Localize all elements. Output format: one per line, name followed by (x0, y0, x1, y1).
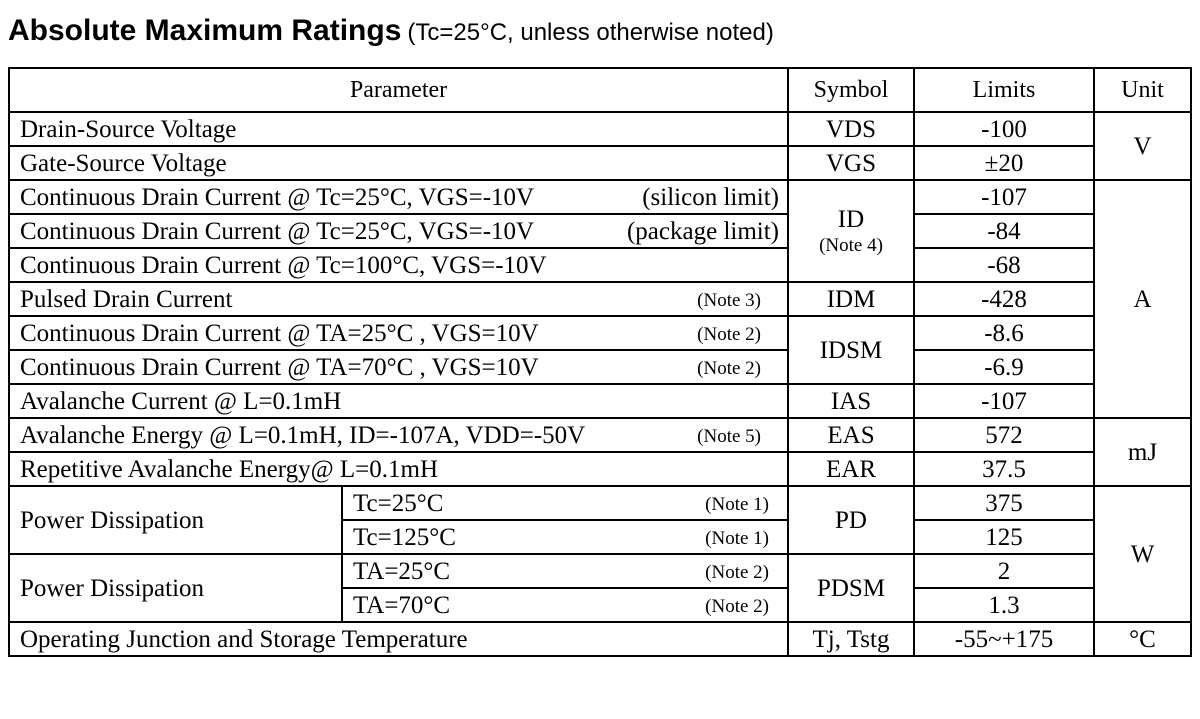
note-label: (Note 5) (697, 425, 761, 447)
limit-cell: 125 (913, 519, 1095, 555)
limit-cell: ±20 (913, 145, 1095, 181)
note-label: (Note 2) (697, 323, 761, 345)
condition-text: Tc=125°C (353, 523, 456, 551)
table-row: Avalanche Current @ L=0.1mH IAS -107 (8, 383, 1191, 419)
parameter-cell: Continuous Drain Current @ TA=70°C , VGS… (8, 349, 789, 385)
header-unit: Unit (1093, 67, 1192, 113)
condition-text: Tc=25°C (353, 489, 444, 517)
parameter-cell: Gate-Source Voltage (8, 145, 789, 181)
unit-cell: W (1093, 485, 1192, 623)
note-label: (Note 1) (705, 493, 769, 515)
unit-cell: mJ (1093, 417, 1192, 487)
limit-cell: 572 (913, 417, 1095, 453)
parameter-cell: Continuous Drain Current @ Tc=100°C, VGS… (8, 247, 789, 283)
parameter-cell: Power Dissipation (8, 485, 343, 555)
ratings-table: Parameter Symbol Limits Unit Drain-Sourc… (8, 67, 1192, 657)
symbol-note: (Note 4) (819, 235, 883, 256)
symbol-cell: VDS (787, 111, 915, 147)
table-row: TA=70°C (Note 2) 1.3 (9, 587, 1191, 623)
symbol-text: ID (837, 206, 865, 233)
note-label: (Note 2) (705, 595, 769, 617)
parameter-text: Avalanche Energy @ L=0.1mH, ID=-107A, VD… (20, 421, 586, 449)
parameter-text: Continuous Drain Current @ TA=70°C , VGS… (20, 353, 539, 381)
unit-cell: °C (1093, 621, 1192, 657)
table-row: Drain-Source Voltage VDS -100 V (8, 111, 1192, 181)
symbol-cell: ID (Note 4) (787, 179, 915, 283)
table-row: Gate-Source Voltage VGS ±20 (8, 145, 1191, 181)
limit-cell: 375 (913, 485, 1095, 521)
limit-cell: -6.9 (913, 349, 1095, 385)
condition-cell: TA=70°C (Note 2) (341, 587, 789, 623)
symbol-cell: IDM (787, 281, 915, 317)
parameter-qualifier: (silicon limit) (642, 183, 779, 211)
parameter-text: Continuous Drain Current @ Tc=25°C, VGS=… (20, 183, 535, 211)
symbol-cell: EAS (787, 417, 915, 453)
parameter-cell: Avalanche Energy @ L=0.1mH, ID=-107A, VD… (8, 417, 789, 453)
parameter-text: Continuous Drain Current @ TA=25°C , VGS… (20, 319, 539, 347)
title-main: Absolute Maximum Ratings (8, 14, 402, 47)
note-label: (Note 1) (705, 527, 769, 549)
symbol-cell: Tj, Tstg (787, 621, 915, 657)
limit-cell: -100 (913, 111, 1095, 147)
limit-cell: -8.6 (913, 315, 1095, 351)
parameter-text: Pulsed Drain Current (20, 285, 233, 313)
unit-cell: V (1093, 111, 1192, 181)
parameter-cell: Drain-Source Voltage (8, 111, 789, 147)
table-row: Power Dissipation TA=25°C (Note 2) PDSM … (8, 553, 1191, 623)
table-row: Repetitive Avalanche Energy@ L=0.1mH EAR… (8, 451, 1191, 487)
condition-cell: Tc=125°C (Note 1) (341, 519, 789, 555)
limit-cell: -84 (913, 213, 1095, 249)
symbol-cell: VGS (787, 145, 915, 181)
parameter-cell: Avalanche Current @ L=0.1mH (8, 383, 789, 419)
header-parameter: Parameter (8, 67, 789, 113)
limit-cell: 2 (913, 553, 1095, 589)
page-title: Absolute Maximum Ratings (Tc=25°C, unless… (8, 14, 774, 48)
table-row: Tc=125°C (Note 1) 125 (9, 519, 1191, 555)
note-label: (Note 2) (705, 561, 769, 583)
condition-cell: Tc=25°C (Note 1) (341, 485, 789, 521)
limit-cell: 37.5 (913, 451, 1095, 487)
note-label: (Note 3) (697, 289, 761, 311)
table-row: Pulsed Drain Current (Note 3) IDM -428 (8, 281, 1191, 317)
table-header-row: Parameter Symbol Limits Unit (8, 67, 1192, 113)
unit-cell: A (1093, 179, 1192, 419)
table-row: Power Dissipation Tc=25°C (Note 1) PD 37… (8, 485, 1192, 623)
condition-text: TA=25°C (353, 557, 451, 585)
limit-cell: -107 (913, 179, 1095, 215)
parameter-qualifier: (package limit) (626, 217, 779, 245)
parameter-cell: Power Dissipation (8, 553, 343, 623)
symbol-cell: PD (787, 485, 915, 555)
condition-text: TA=70°C (353, 591, 451, 619)
symbol-cell: PDSM (787, 553, 915, 623)
limit-cell: 1.3 (913, 587, 1095, 623)
parameter-cell: Continuous Drain Current @ Tc=25°C, VGS=… (8, 213, 789, 249)
header-limits: Limits (913, 67, 1095, 113)
table-row: Continuous Drain Current @ TA=25°C , VGS… (8, 315, 1191, 385)
table-row: Avalanche Energy @ L=0.1mH, ID=-107A, VD… (8, 417, 1192, 487)
symbol-cell: IDSM (787, 315, 915, 385)
table-row: Operating Junction and Storage Temperatu… (8, 621, 1192, 657)
parameter-cell: Pulsed Drain Current (Note 3) (8, 281, 789, 317)
symbol-cell: EAR (787, 451, 915, 487)
limit-cell: -107 (913, 383, 1095, 419)
table-row: Continuous Drain Current @ Tc=100°C, VGS… (8, 247, 1191, 283)
parameter-cell: Continuous Drain Current @ TA=25°C , VGS… (8, 315, 789, 351)
table-row: Continuous Drain Current @ TA=70°C , VGS… (8, 349, 1191, 385)
limit-cell: -428 (913, 281, 1095, 317)
table-row: Continuous Drain Current @ Tc=25°C, VGS=… (8, 179, 1192, 419)
parameter-cell: Continuous Drain Current @ Tc=25°C, VGS=… (8, 179, 789, 215)
limit-cell: -68 (913, 247, 1095, 283)
limit-cell: -55~+175 (913, 621, 1095, 657)
symbol-cell: IAS (787, 383, 915, 419)
parameter-cell: Repetitive Avalanche Energy@ L=0.1mH (8, 451, 789, 487)
table-row: Continuous Drain Current @ Tc=25°C, VGS=… (8, 213, 1191, 249)
parameter-text: Continuous Drain Current @ Tc=25°C, VGS=… (20, 217, 535, 245)
note-label: (Note 2) (697, 357, 761, 379)
header-symbol: Symbol (787, 67, 915, 113)
condition-cell: TA=25°C (Note 2) (341, 553, 789, 589)
parameter-cell: Operating Junction and Storage Temperatu… (8, 621, 789, 657)
title-subtitle: (Tc=25°C, unless otherwise noted) (407, 19, 774, 46)
